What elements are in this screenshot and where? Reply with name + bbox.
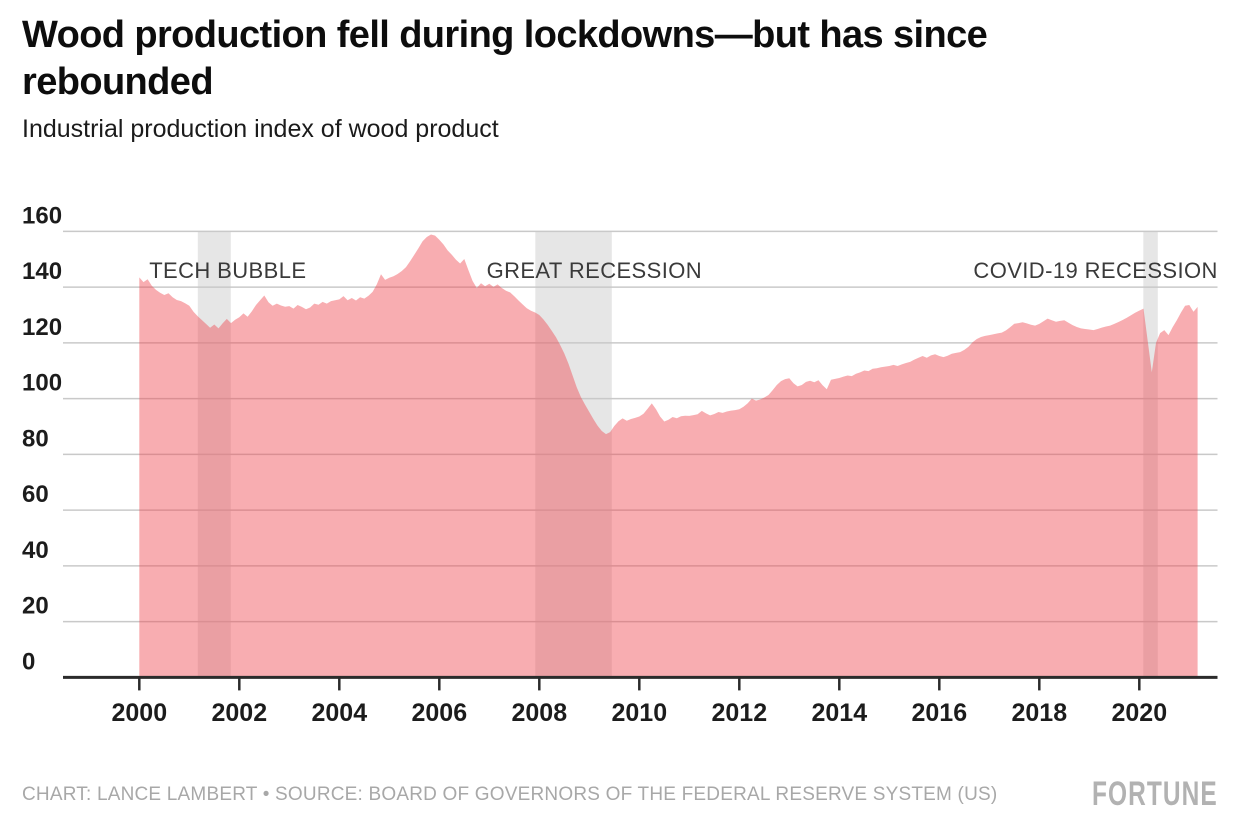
title-line-2: rebounded <box>22 61 214 103</box>
page-title: Wood production fell during lockdowns—bu… <box>22 12 1218 106</box>
chart-footer: CHART: LANCE LAMBERT • SOURCE: BOARD OF … <box>22 775 1218 814</box>
title-line-1: Wood production fell during lockdowns—bu… <box>22 14 988 56</box>
y-tick-label: 160 <box>22 202 62 229</box>
area-series <box>139 234 1198 678</box>
recession-label: GREAT RECESSION <box>487 258 702 283</box>
x-tick-label: 2020 <box>1111 699 1167 727</box>
x-tick-label: 2006 <box>411 699 467 727</box>
y-tick-label: 120 <box>22 314 62 341</box>
recession-label: COVID-19 RECESSION <box>973 258 1217 283</box>
y-tick-label: 80 <box>22 425 49 452</box>
x-tick-label: 2016 <box>911 699 967 727</box>
y-tick-label: 20 <box>22 593 49 620</box>
x-tick-label: 2014 <box>811 699 867 727</box>
x-tick-label: 2000 <box>111 699 167 727</box>
x-tick-label: 2002 <box>211 699 267 727</box>
x-tick-label: 2004 <box>311 699 367 727</box>
y-tick-label: 100 <box>22 370 62 397</box>
y-tick-label: 60 <box>22 481 49 508</box>
chart-subtitle: Industrial production index of wood prod… <box>22 115 499 143</box>
fortune-logo: FORTUNE <box>1092 775 1218 813</box>
y-tick-label: 40 <box>22 537 49 564</box>
x-tick-label: 2018 <box>1011 699 1067 727</box>
chart-header: Wood production fell during lockdowns—bu… <box>22 12 1218 144</box>
source-credit: CHART: LANCE LAMBERT • SOURCE: BOARD OF … <box>22 783 998 805</box>
x-tick-label: 2010 <box>611 699 667 727</box>
x-tick-label: 2012 <box>711 699 767 727</box>
y-tick-label: 0 <box>22 648 35 675</box>
recession-label: TECH BUBBLE <box>149 258 306 283</box>
x-tick-label: 2008 <box>511 699 567 727</box>
y-tick-label: 140 <box>22 258 62 285</box>
